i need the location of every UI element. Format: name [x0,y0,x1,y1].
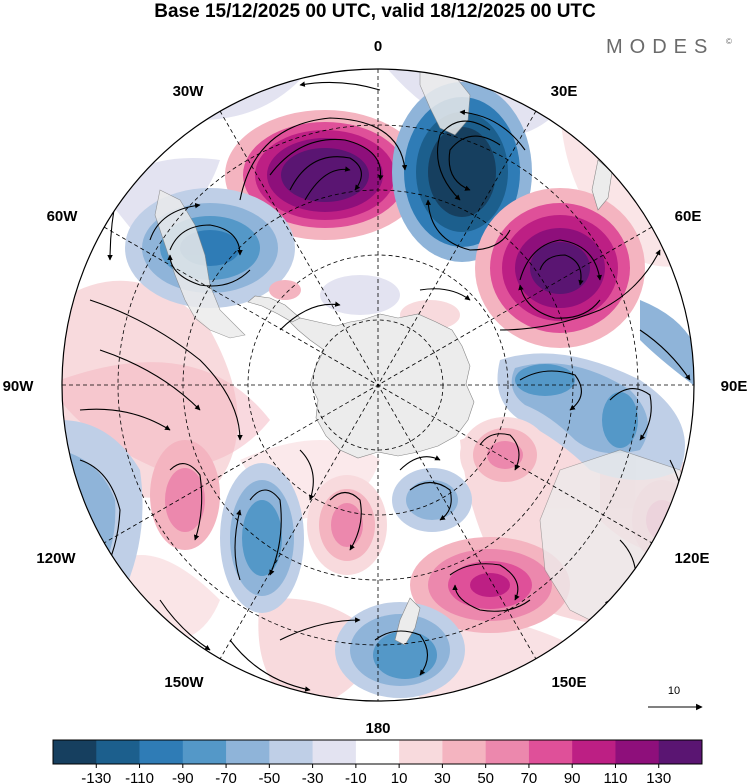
reference-vector: 10 [648,685,703,711]
anomaly-negative-170w [392,468,472,532]
map-border [61,68,695,702]
anomaly-negative-140w [220,463,304,613]
colorbar-swatch [269,740,313,764]
polar-map [62,69,694,701]
colorbar-swatch [355,740,400,764]
lon-label-180: 180 [365,720,390,737]
colorbar-tick-label: -50 [258,770,280,783]
colorbar-swatch [485,740,530,764]
anomaly-positive-115w [150,440,220,550]
colorbar-swatch [182,740,227,764]
colorbar-swatch [139,740,184,764]
anomaly-positive-105e [460,417,550,493]
colorbar: -130 -110 -90 -70 -50 -30 -10 10 30 50 70 90 110 130 [52,739,703,783]
colorbar-tick-label: -30 [302,770,324,783]
lon-label-90w: 90W [3,378,35,395]
colorbar-tick-label: 70 [521,770,538,783]
colorbar-tick-label: -110 [125,770,154,783]
colorbar-tick-labels: -130 -110 -90 -70 -50 -30 -10 10 30 50 70 90 110 130 [81,764,671,783]
colorbar-frame [52,739,703,765]
colorbar-tick-label: -10 [345,770,367,783]
lon-label-120e: 120E [674,550,709,567]
colorbar-swatch [528,740,573,764]
anomaly-positive-160w [307,475,387,575]
colorbar-swatch [658,740,703,764]
anomaly-negative-170e [335,602,465,698]
colorbar-swatch [572,740,616,764]
reference-vector-label: 10 [668,685,680,697]
colorbar-tick-label: 10 [391,770,408,783]
colorbar-swatch [53,740,97,764]
colorbar-swatch [399,740,443,764]
colorbar-swatch [442,740,487,764]
colorbar-tick-label: 130 [646,770,671,783]
colorbar-swatches [53,740,703,764]
lon-label-30e: 30E [551,83,578,100]
lon-label-150w: 150W [164,674,204,691]
lon-label-60w: 60W [47,208,79,225]
brand-copyright-mark: © [726,37,732,46]
colorbar-swatch [226,740,270,764]
brand-logo-text: MODES [606,36,714,58]
lon-label-120w: 120W [36,550,76,567]
lon-label-0: 0 [374,38,382,55]
colorbar-tick-label: 30 [434,770,451,783]
colorbar-tick-label: -130 [81,770,111,783]
antarctica-landmass [289,313,475,459]
colorbar-tick-label: -90 [172,770,194,783]
colorbar-swatch [312,740,357,764]
lon-label-150e: 150E [551,674,586,691]
lon-label-60e: 60E [675,208,702,225]
anomaly-negative-15e [392,82,532,262]
antarctic-peninsula [247,295,301,323]
map-title: Base 15/12/2025 00 UTC, valid 18/12/2025… [154,1,596,22]
colorbar-tick-label: 110 [604,770,628,783]
colorbar-swatch [96,740,140,764]
new-zealand-landmass [394,597,421,646]
lon-label-30w: 30W [173,83,205,100]
colorbar-swatch [615,740,660,764]
anomaly-positive-55e [475,188,645,348]
colorbar-tick-label: -70 [215,770,237,783]
graticule [62,69,694,701]
colorbar-tick-label: 90 [564,770,581,783]
colorbar-tick-label: 50 [477,770,494,783]
lon-label-90e: 90E [721,378,748,395]
